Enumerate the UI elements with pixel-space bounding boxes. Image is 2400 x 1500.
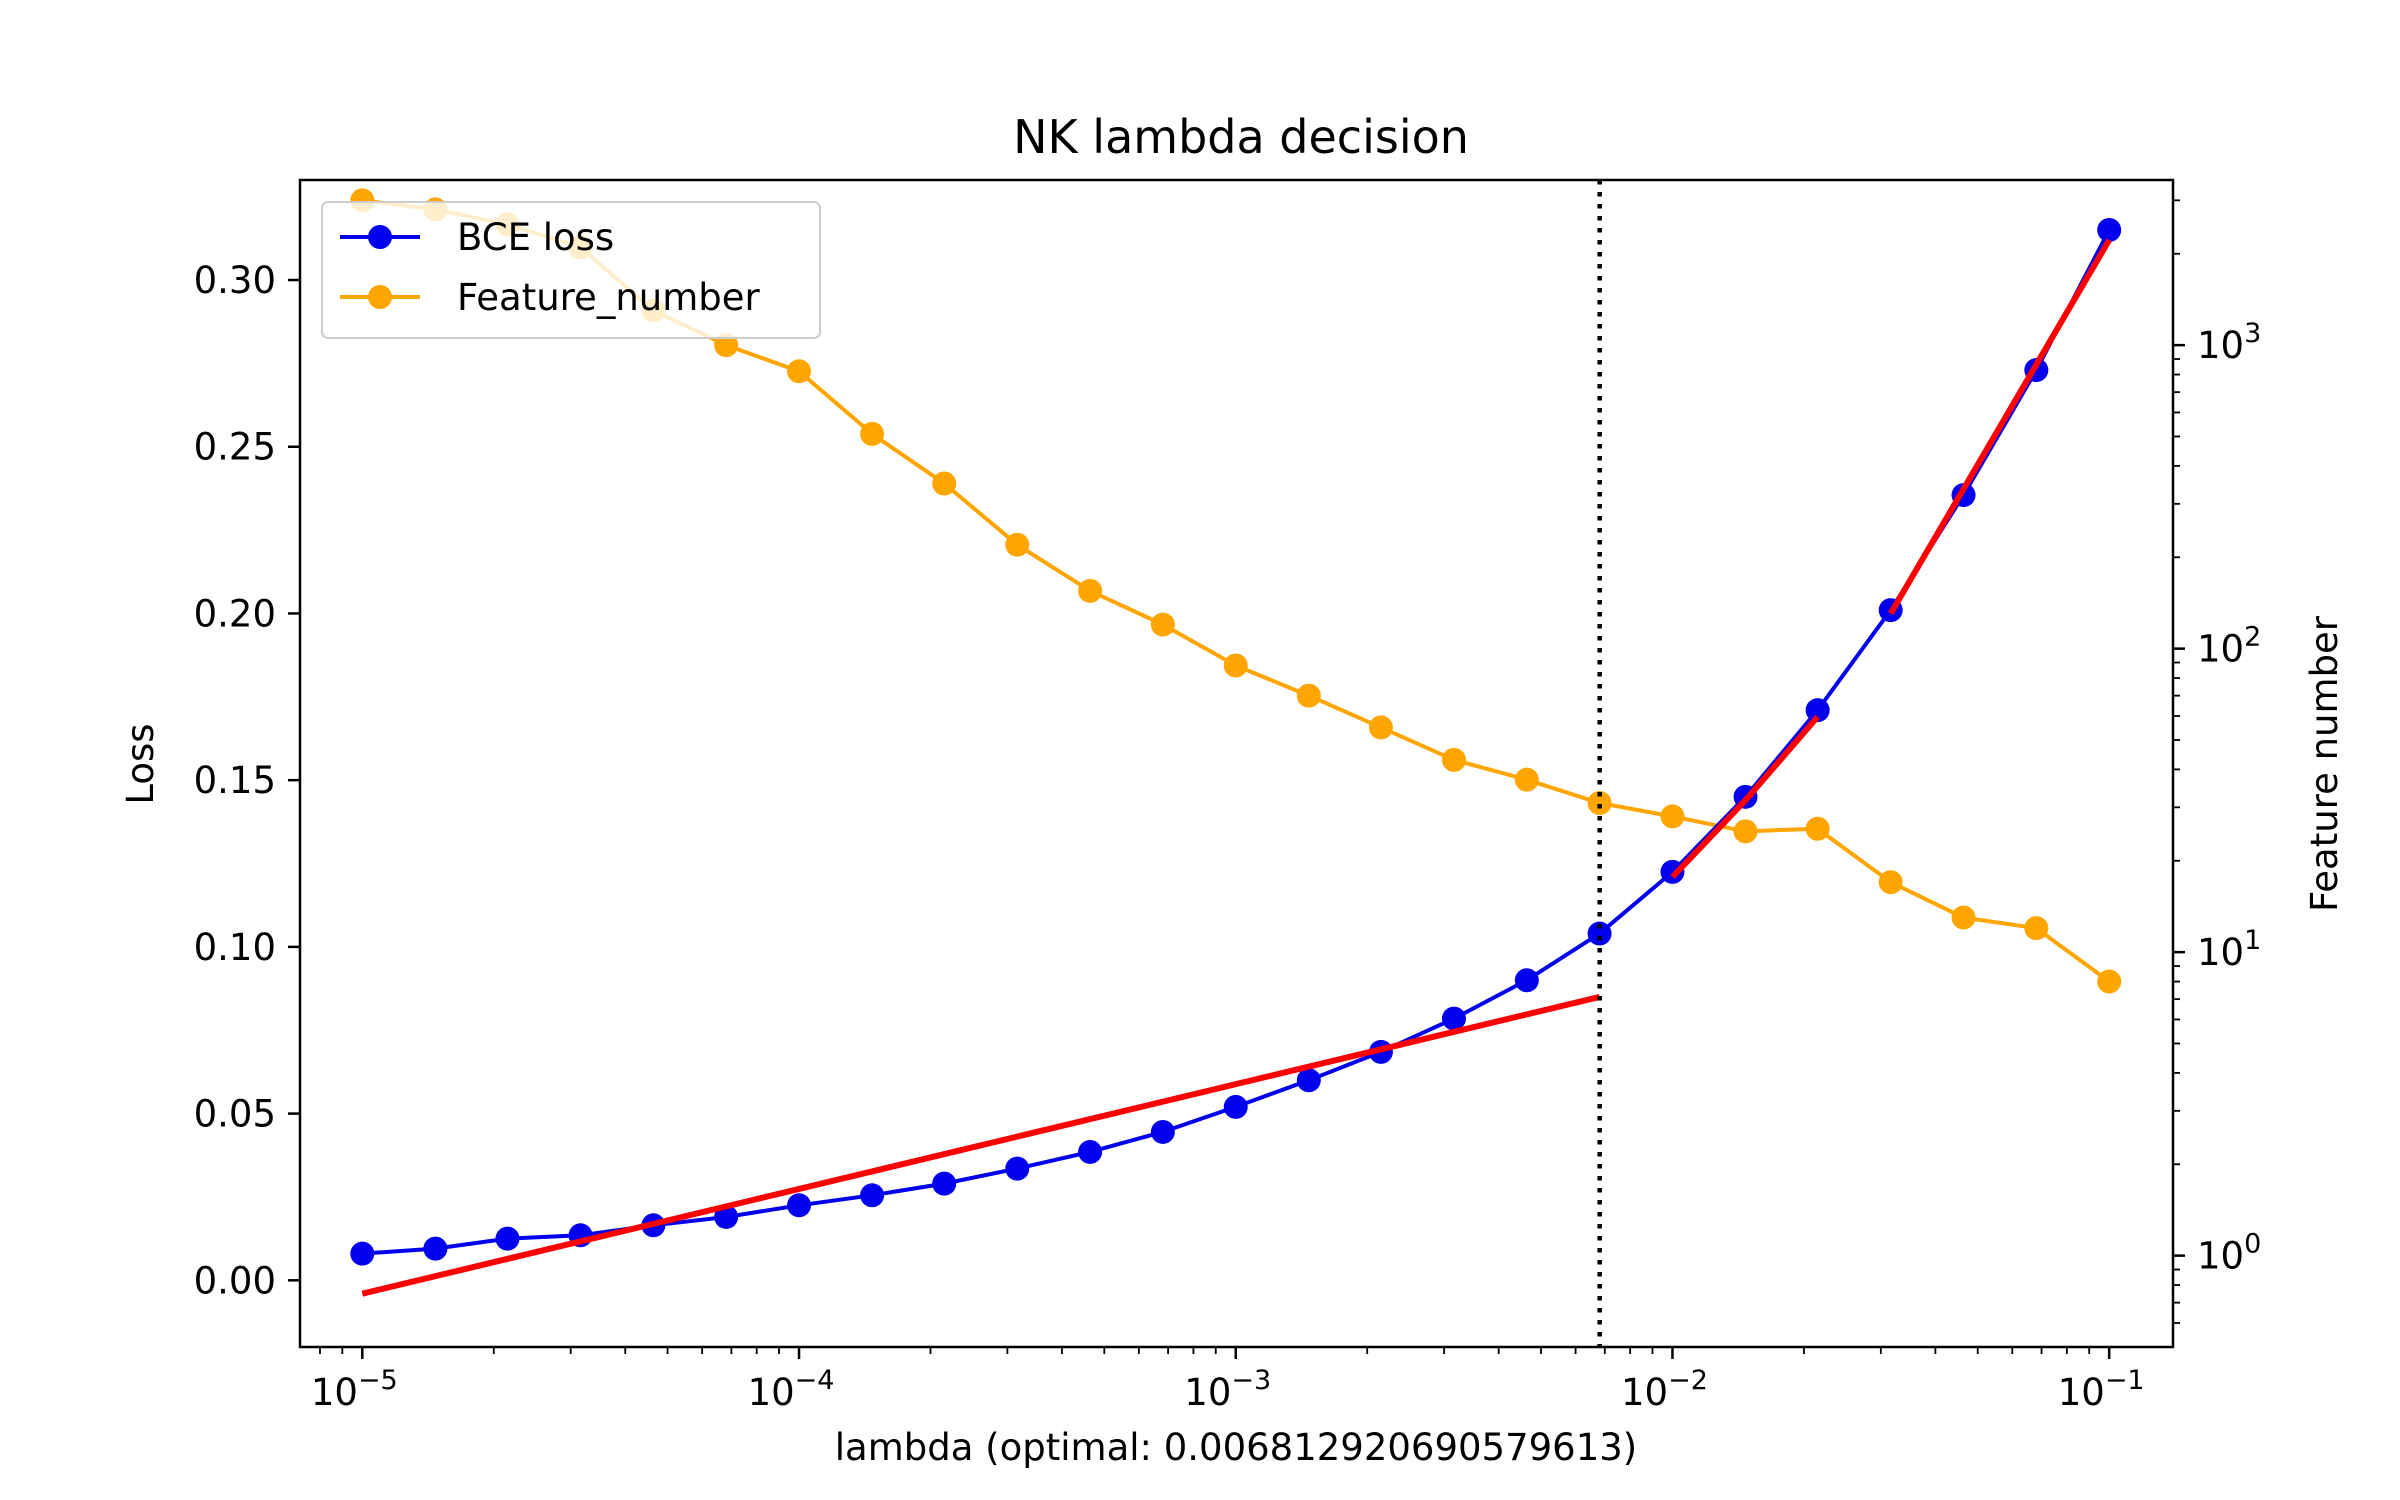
data-point-bce-loss [1805,698,1830,723]
data-point-bce-loss [1223,1094,1248,1119]
data-point-feature-number [1223,653,1248,678]
fit-line-3 [1888,238,2112,616]
legend-marker [368,285,392,309]
x-tick-label: 10−1 [2058,1365,2145,1414]
chart-title: NK lambda decision [1013,110,1469,164]
legend: BCE loss Feature_number [321,201,821,339]
data-point-feature-number [2097,969,2122,994]
data-point-bce-loss [860,1183,885,1208]
x-tick-label: 10−4 [748,1365,835,1414]
x-tick-label: 10−2 [1621,1365,1708,1414]
y2-tick-label: 101 [2197,925,2261,974]
data-point-feature-number [1951,905,1976,930]
data-point-feature-number [1660,804,1685,829]
y2-axis-label: Feature number [2303,615,2346,912]
data-point-bce-loss [2097,218,2122,243]
data-point-bce-loss [1514,968,1539,993]
y2-tick-label: 103 [2197,318,2261,367]
y2-tick-label: 102 [2197,622,2261,671]
legend-box [321,201,821,339]
legend-label: BCE loss [457,216,614,259]
y-axis-label: Loss [119,723,162,804]
data-point-bce-loss [350,1241,375,1266]
data-point-bce-loss [1587,921,1612,946]
data-point-bce-loss [787,1193,812,1218]
plot-area [350,180,2122,1347]
legend-label: Feature_number [457,276,761,319]
data-point-feature-number [714,333,739,358]
y-tick-label: 0.15 [194,759,276,802]
data-point-bce-loss [932,1171,957,1196]
axes: 10−5 10−4 10−3 10−2 10−1 0.00 0.05 0.10 0.15 0.20… [194,199,2261,1414]
data-point-bce-loss [1078,1139,1103,1164]
y-tick-label: 0.25 [194,426,276,469]
data-point-feature-number [1005,532,1030,557]
fit-line-1 [361,993,1601,1297]
data-point-feature-number [932,471,957,496]
data-point-feature-number [1296,683,1321,708]
data-point-feature-number [1150,612,1175,637]
data-point-feature-number [1078,578,1103,603]
y-tick-label: 0.10 [194,926,276,969]
data-point-feature-number [1733,819,1758,844]
data-point-feature-number [1441,747,1466,772]
y-tick-label: 0.00 [194,1259,276,1302]
data-point-bce-loss [1441,1006,1466,1031]
y2-tick-label: 100 [2197,1229,2261,1278]
y-tick-label: 0.30 [194,259,276,302]
y-tick-label: 0.20 [194,592,276,635]
legend-marker [368,225,392,249]
data-point-feature-number [1878,870,1903,895]
data-point-bce-loss [495,1226,520,1251]
data-point-feature-number [787,359,812,384]
x-tick-label: 10−5 [311,1365,398,1414]
fit-line-2 [1670,714,1820,879]
data-point-bce-loss [1005,1156,1030,1181]
data-point-feature-number [1805,816,1830,841]
data-point-feature-number [860,421,885,446]
data-point-feature-number [1587,791,1612,816]
data-point-feature-number [2024,916,2049,941]
data-point-bce-loss [1660,859,1685,884]
data-point-feature-number [1368,715,1393,740]
data-point-bce-loss [714,1204,739,1229]
x-axis-label: lambda (optimal: 0.006812920690579613) [835,1426,1637,1469]
y-tick-label: 0.05 [194,1093,276,1136]
data-point-feature-number [1514,767,1539,792]
data-point-bce-loss [1150,1119,1175,1144]
plot-frame [298,178,2175,1349]
data-point-bce-loss [423,1236,448,1261]
data-point-bce-loss [1296,1068,1321,1093]
x-tick-label: 10−3 [1184,1365,1271,1414]
